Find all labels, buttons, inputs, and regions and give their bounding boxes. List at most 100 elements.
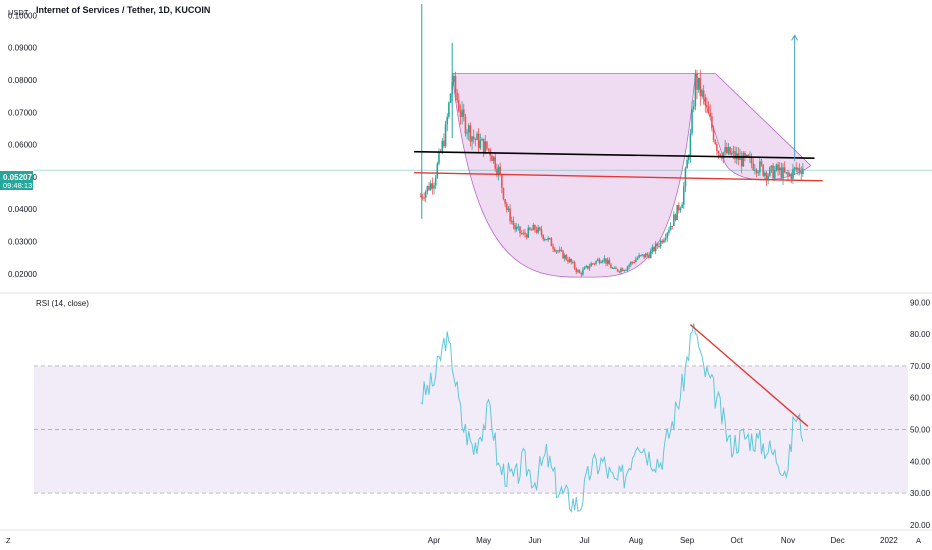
candle-body [482, 138, 485, 154]
candle-body [603, 258, 606, 261]
candle-body [461, 109, 463, 117]
rsi-y-tick: 30.00 [910, 489, 931, 498]
candle-body [689, 133, 692, 157]
candle-body [548, 238, 551, 240]
price-y-tick: 0.08000 [8, 76, 37, 85]
candle-body [527, 227, 530, 238]
candle-body [625, 269, 627, 271]
candle-body [557, 250, 559, 252]
candle-body [481, 138, 483, 141]
candle-body [429, 183, 432, 190]
candle-body [550, 238, 553, 247]
candle-body [595, 260, 597, 264]
candle-body [474, 138, 477, 140]
candle-body [558, 249, 561, 252]
candle-body [491, 155, 493, 161]
candle-body [530, 229, 533, 231]
candle-body [755, 169, 758, 173]
candle-body [545, 239, 548, 241]
candle-body [466, 132, 468, 134]
target-arrow-head [791, 34, 799, 41]
candle-body [472, 136, 475, 139]
time-tick: Sep [680, 536, 695, 545]
candle-body [659, 240, 662, 247]
price-y-tick: 0.09000 [8, 44, 37, 53]
candle-body [565, 255, 568, 260]
candle-body [626, 266, 629, 270]
time-tick: Nov [781, 536, 795, 545]
candle-body [567, 259, 569, 262]
candle-body [729, 146, 731, 155]
candle-body [458, 100, 460, 112]
candle-body [686, 160, 688, 169]
candle-body [648, 254, 650, 259]
candle-body [471, 136, 473, 142]
candle-body [507, 208, 510, 210]
candle-body [502, 187, 505, 200]
candle-body [800, 171, 803, 175]
auto-scale-icon[interactable]: A [916, 536, 921, 545]
candle-body [717, 151, 720, 154]
candle-body [707, 106, 710, 114]
time-axis[interactable]: Apr May Jun Jul Aug Sep Oct Nov Dec 2022 [428, 536, 899, 545]
candle-body [727, 146, 730, 154]
price-y-tick: 0.10000 [8, 11, 37, 20]
candle-body [651, 247, 654, 252]
candle-body [540, 229, 543, 235]
candle-body [795, 167, 798, 170]
price-y-tick: 0.06000 [8, 141, 37, 150]
candle-body [522, 232, 525, 234]
candle-body [600, 262, 602, 264]
candle-body [787, 172, 789, 176]
candle-body [697, 77, 700, 90]
candle-body [802, 168, 804, 175]
candle-body [456, 92, 458, 101]
candle-body [590, 263, 592, 267]
candle-body [610, 264, 612, 269]
candle-body [520, 233, 523, 235]
candle-body [453, 76, 455, 82]
zoom-icon[interactable]: Z [6, 536, 11, 545]
candle-body [644, 253, 647, 258]
candle-body [765, 172, 768, 180]
candle-body [431, 183, 434, 189]
candle-body [722, 152, 725, 159]
candle-body [592, 263, 594, 265]
candle-body [484, 141, 487, 154]
candle-body [661, 240, 664, 243]
candle-body [444, 124, 447, 147]
candle-body [583, 267, 586, 270]
candle-body [797, 168, 799, 170]
candle-body [433, 185, 435, 189]
rsi-line [420, 323, 804, 513]
candle-body [635, 259, 637, 263]
candle-body [764, 172, 766, 176]
neckline [414, 150, 815, 159]
candle-body [757, 172, 760, 174]
candle-body [487, 148, 490, 150]
candle-body [760, 161, 763, 165]
rsi-plot[interactable] [34, 323, 908, 513]
candle-body [734, 151, 736, 160]
rsi-y-tick: 90.00 [910, 298, 931, 307]
candle-body [745, 154, 748, 157]
candle-body [664, 237, 667, 240]
candle-body [575, 268, 578, 272]
candle-body [499, 166, 501, 176]
candle-body [770, 165, 773, 168]
candle-body [426, 186, 429, 192]
price-plot[interactable] [34, 4, 932, 278]
candle-body [505, 203, 508, 210]
candle-body [773, 170, 776, 179]
candle-body [562, 250, 564, 259]
candle-body [643, 254, 645, 258]
candle-body [593, 263, 596, 265]
candle-body [524, 232, 526, 235]
candle-body [570, 258, 573, 263]
candle-body [671, 225, 674, 227]
price-y-tick: 0.02000 [8, 270, 37, 279]
candle-body [578, 270, 581, 274]
candle-body [712, 128, 715, 141]
candle-body [605, 258, 607, 264]
